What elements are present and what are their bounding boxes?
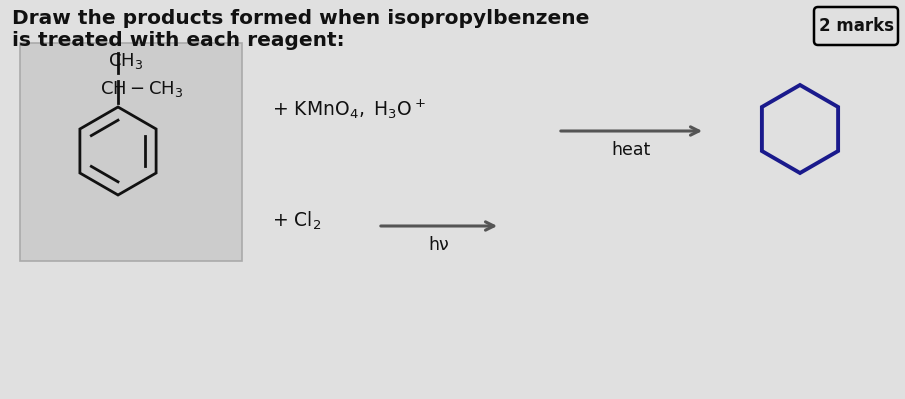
Text: hν: hν: [429, 236, 450, 254]
Text: Draw the products formed when isopropylbenzene: Draw the products formed when isopropylb…: [12, 9, 589, 28]
Text: $\mathsf{+ \ KMnO_4, \ H_3O^+}$: $\mathsf{+ \ KMnO_4, \ H_3O^+}$: [272, 97, 426, 121]
FancyBboxPatch shape: [814, 7, 898, 45]
Text: $\mathsf{+ \ Cl_2}$: $\mathsf{+ \ Cl_2}$: [272, 210, 321, 232]
Text: $\mathsf{CH-CH_3}$: $\mathsf{CH-CH_3}$: [100, 79, 184, 99]
Text: 2 marks: 2 marks: [818, 17, 893, 35]
Text: is treated with each reagent:: is treated with each reagent:: [12, 31, 345, 50]
Text: $\mathsf{CH_3}$: $\mathsf{CH_3}$: [108, 51, 143, 71]
FancyBboxPatch shape: [20, 43, 242, 261]
Text: heat: heat: [612, 141, 651, 159]
